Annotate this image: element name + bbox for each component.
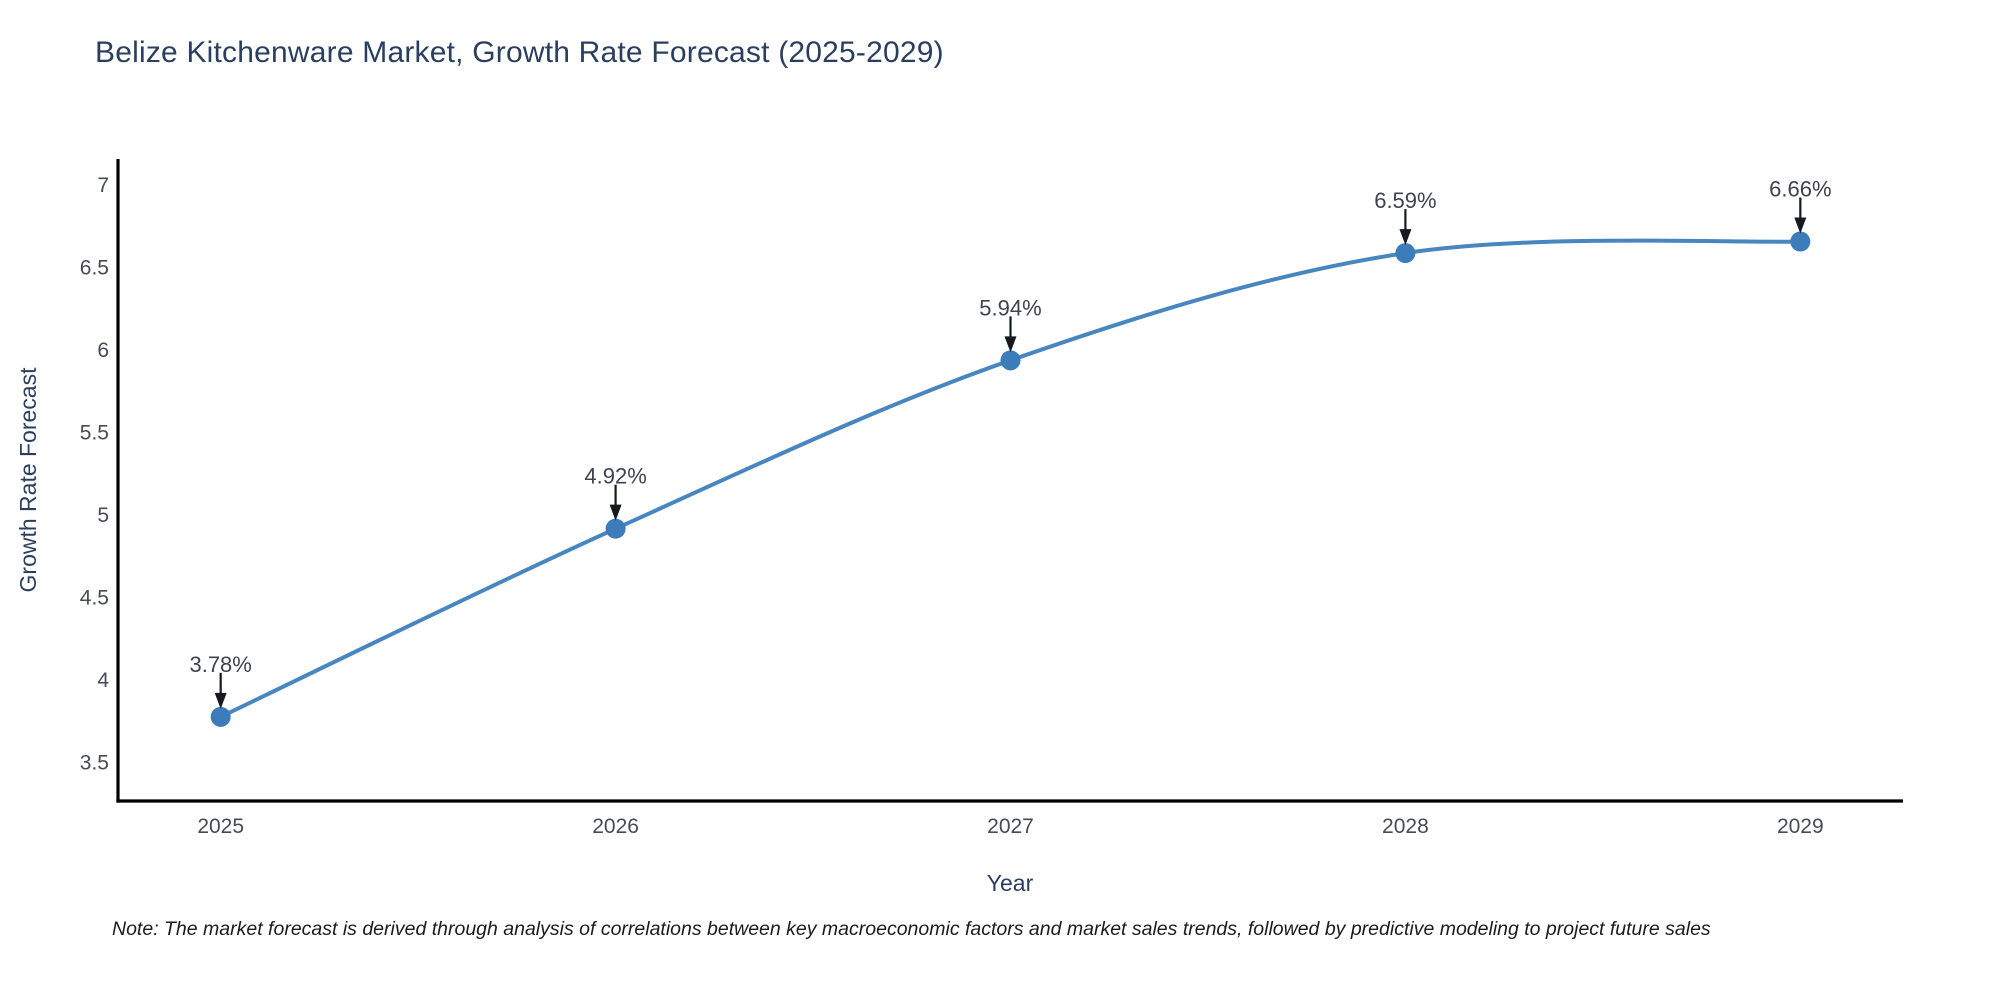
y-tick-labels: 3.5 4 4.5 5 5.5 6 6.5 7 bbox=[80, 174, 110, 775]
point-annotation-labels: 3.78% 4.92% 5.94% 6.59% 6.66% bbox=[189, 177, 1831, 677]
x-axis-title: Year bbox=[987, 870, 1034, 896]
chart-title: Belize Kitchenware Market, Growth Rate F… bbox=[95, 36, 944, 69]
annotation-arrow-head bbox=[609, 504, 622, 521]
y-tick-label: 4.5 bbox=[80, 587, 109, 610]
data-point-markers bbox=[210, 231, 1811, 727]
data-point-marker bbox=[1790, 231, 1811, 252]
data-point-marker bbox=[1395, 243, 1416, 264]
y-axis-title: Growth Rate Forecast bbox=[15, 367, 41, 593]
y-tick-label: 5 bbox=[97, 504, 109, 527]
annotation-arrow-head bbox=[214, 692, 227, 709]
y-tick-label: 3.5 bbox=[80, 752, 109, 775]
data-point-marker bbox=[1000, 350, 1021, 371]
annotation-arrow-head bbox=[1794, 217, 1807, 234]
annotation-arrow-head bbox=[1399, 229, 1412, 246]
axis-spines bbox=[116, 159, 1903, 803]
x-tick-label: 2025 bbox=[197, 815, 244, 838]
x-tick-label: 2026 bbox=[592, 815, 639, 838]
y-tick-label: 4 bbox=[97, 669, 109, 692]
x-tick-label: 2027 bbox=[987, 815, 1034, 838]
annotation-arrow-head bbox=[1004, 336, 1017, 353]
point-annotation-label: 4.92% bbox=[584, 464, 646, 489]
data-point-marker bbox=[210, 706, 231, 727]
x-tick-label: 2029 bbox=[1777, 815, 1824, 838]
point-annotation-label: 6.59% bbox=[1374, 188, 1436, 213]
footnote: Note: The market forecast is derived thr… bbox=[112, 918, 1711, 940]
y-tick-label: 6.5 bbox=[80, 256, 109, 279]
x-tick-label: 2028 bbox=[1382, 815, 1429, 838]
x-tick-labels: 2025 2026 2027 2028 2029 bbox=[197, 815, 1823, 838]
point-annotation-label: 6.66% bbox=[1769, 177, 1831, 202]
y-tick-label: 6 bbox=[97, 339, 109, 362]
y-tick-label: 5.5 bbox=[80, 421, 109, 444]
y-tick-label: 7 bbox=[97, 174, 109, 197]
data-point-marker bbox=[605, 518, 626, 539]
point-annotation-label: 5.94% bbox=[979, 295, 1041, 320]
point-annotation-label: 3.78% bbox=[189, 652, 251, 677]
annotation-arrows bbox=[214, 197, 1807, 709]
